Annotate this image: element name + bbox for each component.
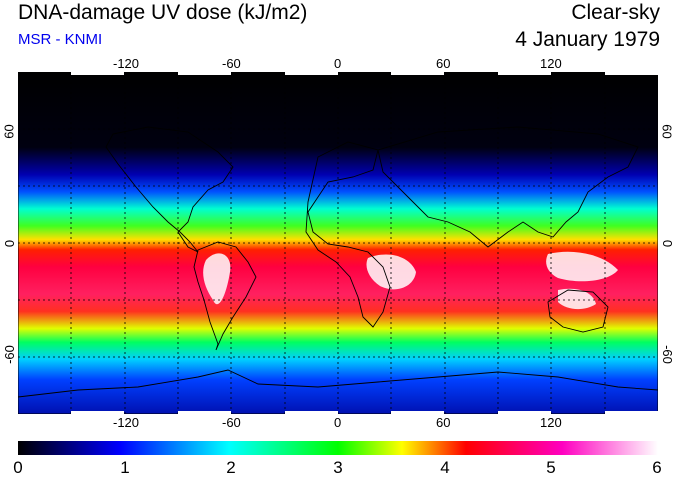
lat-tick-left: -60 bbox=[1, 345, 17, 364]
lon-tick-top: 60 bbox=[436, 56, 451, 71]
lon-tick-top: -60 bbox=[222, 56, 241, 71]
colorbar-tick: 5 bbox=[546, 458, 556, 477]
lon-tick-bottom: -60 bbox=[222, 415, 241, 430]
lon-tick-bottom: 60 bbox=[436, 415, 451, 430]
coastlines bbox=[18, 126, 658, 398]
lon-tick-bottom: 0 bbox=[334, 415, 342, 430]
map-border bbox=[18, 72, 658, 414]
colorbar-tick: 2 bbox=[226, 458, 236, 477]
south-america-coast bbox=[193, 241, 257, 351]
date-label: 4 January 1979 bbox=[515, 28, 660, 51]
colorbar bbox=[18, 441, 658, 455]
lat-tick-left: 0 bbox=[2, 239, 18, 248]
colorbar-tick: 1 bbox=[120, 458, 130, 477]
colorbar-tick: 3 bbox=[333, 458, 343, 477]
asia-coast bbox=[377, 126, 639, 248]
colorbar-tick: 6 bbox=[652, 458, 662, 477]
map-title: DNA-damage UV dose (kJ/m2) bbox=[18, 1, 308, 24]
uv-dose-map-svg bbox=[18, 72, 658, 414]
europe-africa-coast bbox=[305, 141, 391, 328]
lon-tick-top: -120 bbox=[113, 56, 140, 71]
colorbar-tick: 0 bbox=[13, 458, 23, 477]
lat-tick-left: 60 bbox=[1, 124, 17, 139]
sky-condition-label: Clear-sky bbox=[571, 1, 660, 24]
colorbar-tick: 4 bbox=[440, 458, 450, 477]
lat-tick-right: -60 bbox=[659, 345, 675, 364]
graticule bbox=[18, 72, 658, 414]
uv-dose-map bbox=[18, 72, 658, 414]
australia-coast bbox=[547, 289, 609, 333]
lon-tick-top: 120 bbox=[540, 56, 562, 71]
antarctica-coast bbox=[18, 369, 658, 398]
lat-tick-right: 60 bbox=[659, 124, 675, 139]
lon-tick-top: 0 bbox=[334, 56, 342, 71]
north-america-coast bbox=[105, 126, 234, 253]
lat-tick-right: 0 bbox=[660, 239, 676, 248]
lon-tick-bottom: -120 bbox=[113, 415, 140, 430]
colorbar-gradient bbox=[18, 441, 658, 455]
source-label: MSR - KNMI bbox=[18, 31, 103, 48]
lon-tick-bottom: 120 bbox=[540, 415, 562, 430]
